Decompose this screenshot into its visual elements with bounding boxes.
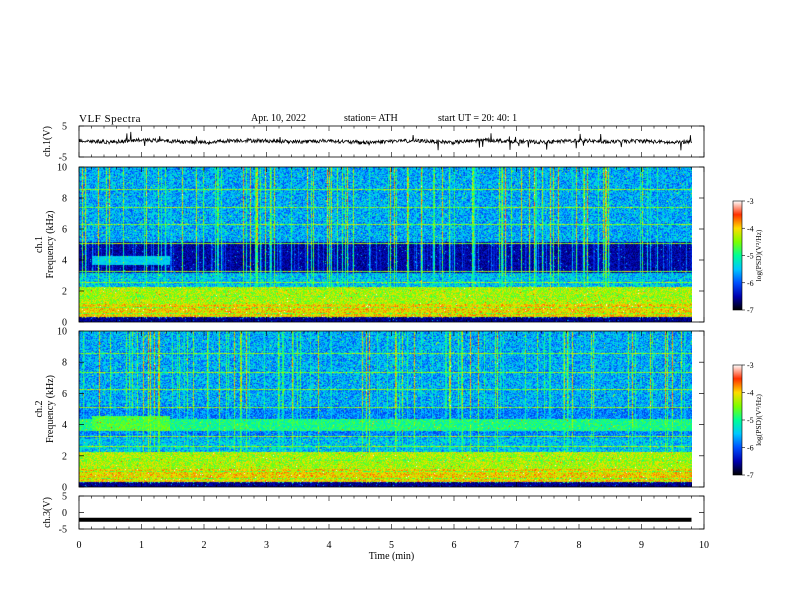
spectrogram-ch2 bbox=[79, 331, 692, 487]
ch1-waveform bbox=[78, 131, 692, 151]
y-tick-label: 10 bbox=[57, 163, 67, 174]
x-tick-label: 3 bbox=[264, 540, 269, 551]
chart-title: VLF Spectra bbox=[79, 113, 142, 125]
colorbar-tick-label: -4 bbox=[747, 389, 754, 398]
y-tick-label: 8 bbox=[62, 194, 67, 205]
station-label: station= ATH bbox=[344, 113, 398, 124]
colorbar-label: log(PSD)(V²/Hz) bbox=[754, 229, 763, 281]
x-tick-label: 6 bbox=[452, 540, 457, 551]
x-tick-label: 5 bbox=[389, 540, 394, 551]
y-tick-label: 0 bbox=[62, 483, 67, 494]
date-label: Apr. 10, 2022 bbox=[251, 113, 306, 124]
x-tick-label: 1 bbox=[139, 540, 144, 551]
spectrogram-ch1 bbox=[79, 167, 692, 322]
colorbar-tick-label: -7 bbox=[747, 471, 754, 480]
start-time-label: start UT = 20: 40: 1 bbox=[438, 113, 518, 124]
colorbar-ch2 bbox=[732, 364, 743, 476]
colorbar-tick-label: -7 bbox=[747, 306, 754, 315]
colorbar-tick-label: -3 bbox=[747, 197, 754, 206]
spectrogram-empty-region bbox=[692, 167, 704, 322]
x-tick-label: 0 bbox=[77, 540, 82, 551]
x-tick-label: 8 bbox=[577, 540, 582, 551]
y-tick-label: 5 bbox=[62, 122, 67, 133]
x-tick-label: 2 bbox=[202, 540, 207, 551]
y-axis-label: ch.2 bbox=[34, 401, 45, 418]
y-axis-label: Frequency (kHz) bbox=[45, 375, 56, 443]
y-axis-label: Frequency (kHz) bbox=[45, 210, 56, 278]
y-tick-label: -5 bbox=[59, 153, 67, 164]
y-tick-label: 10 bbox=[57, 327, 67, 338]
colorbar-ch1 bbox=[732, 200, 743, 311]
colorbar-tick-label: -6 bbox=[747, 279, 754, 288]
y-tick-label: 6 bbox=[62, 389, 67, 400]
spectrogram-empty-region bbox=[692, 331, 704, 487]
y-tick-label: 5 bbox=[62, 492, 67, 503]
y-tick-label: -5 bbox=[59, 525, 67, 536]
x-tick-label: 4 bbox=[327, 540, 332, 551]
y-tick-label: 6 bbox=[62, 225, 67, 236]
y-tick-label: 2 bbox=[62, 287, 67, 298]
y-axis-label: ch.1(V) bbox=[42, 126, 53, 157]
colorbar-tick-label: -3 bbox=[747, 361, 754, 370]
y-tick-label: 4 bbox=[62, 420, 67, 431]
y-tick-label: 4 bbox=[62, 256, 67, 267]
y-axis-label: ch.3(V) bbox=[42, 497, 53, 528]
colorbar-tick-label: -5 bbox=[747, 416, 754, 425]
colorbar-tick-label: -6 bbox=[747, 444, 754, 453]
colorbar-label: log(PSD)(V²/Hz) bbox=[754, 394, 763, 446]
x-tick-label: 9 bbox=[639, 540, 644, 551]
colorbar-tick-label: -4 bbox=[747, 224, 754, 233]
y-tick-label: 2 bbox=[62, 451, 67, 462]
colorbar-tick-label: -5 bbox=[747, 252, 754, 261]
x-tick-label: 10 bbox=[699, 540, 709, 551]
y-tick-label: 0 bbox=[62, 508, 67, 519]
y-axis-label: ch.1 bbox=[34, 236, 45, 253]
y-tick-label: 0 bbox=[62, 318, 67, 329]
y-tick-label: 8 bbox=[62, 358, 67, 369]
x-axis-label: Time (min) bbox=[369, 551, 414, 562]
x-tick-label: 7 bbox=[514, 540, 519, 551]
